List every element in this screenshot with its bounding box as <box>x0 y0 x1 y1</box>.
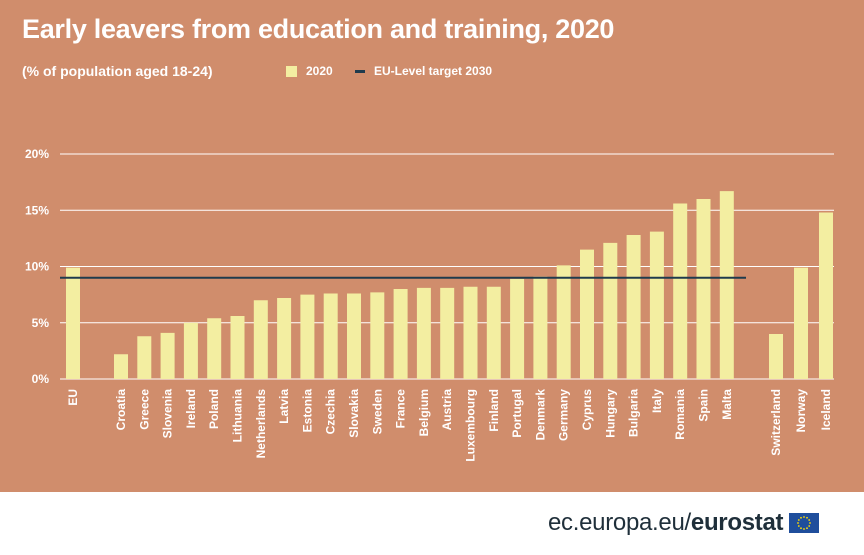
chart-title: Early leavers from education and trainin… <box>22 14 615 44</box>
bar-germany <box>556 265 571 379</box>
x-tick-label: Greece <box>137 389 151 430</box>
bar-iceland <box>819 212 833 379</box>
bar-latvia <box>277 298 292 379</box>
x-tick-label: Finland <box>487 389 501 432</box>
chart-panel: Early leavers from education and trainin… <box>0 0 864 492</box>
x-tick-label: Netherlands <box>254 389 268 459</box>
footer-logo: ec.europa.eu/eurostat <box>548 509 820 537</box>
y-tick-label: 15% <box>25 203 49 217</box>
y-tick-label: 10% <box>25 260 49 274</box>
bar-norway <box>794 267 808 379</box>
bar-romania <box>673 203 688 379</box>
flag-star <box>806 516 809 519</box>
bar-france <box>393 289 408 379</box>
flag-star <box>800 527 803 530</box>
flag-star <box>797 522 800 524</box>
bar-sweden <box>370 292 385 379</box>
x-tick-label: Spain <box>697 389 711 422</box>
bar-czechia <box>323 293 338 379</box>
bar-malta <box>719 191 734 379</box>
bar-bulgaria <box>626 235 641 379</box>
x-tick-label: Iceland <box>819 389 833 430</box>
x-tick-label: Slovakia <box>347 389 361 438</box>
flag-star <box>800 516 803 519</box>
x-tick-label: Estonia <box>300 389 314 433</box>
bar-portugal <box>510 278 525 379</box>
x-tick-label: Luxembourg <box>464 389 478 462</box>
bar-slovenia <box>160 332 175 379</box>
x-tick-label: Latvia <box>277 389 291 424</box>
x-tick-label: Romania <box>673 389 687 440</box>
x-tick-label: EU <box>66 389 80 406</box>
bar-croatia <box>114 354 128 379</box>
x-tick-label: Slovenia <box>161 389 175 439</box>
legend-label-2020: 2020 <box>306 64 333 78</box>
x-tick-label: France <box>394 389 408 429</box>
flag-star <box>803 516 806 518</box>
x-tick-label: Switzerland <box>769 389 783 456</box>
bar-poland <box>207 318 222 379</box>
bar-greece <box>137 336 152 379</box>
x-tick-label: Italy <box>650 389 664 413</box>
bar-cyprus <box>580 249 594 379</box>
x-tick-label: Belgium <box>417 389 431 436</box>
flag-star <box>808 519 811 521</box>
eu-flag-icon <box>789 513 820 533</box>
x-tick-label: Germany <box>557 389 571 441</box>
flag-star <box>798 519 800 521</box>
flag-star <box>809 522 812 524</box>
bar-chart: 0% 5% 10% 15% 20% EU Croatia Greece Slovenia Irel… <box>25 147 834 462</box>
y-tick-label: 5% <box>32 316 50 330</box>
bar-switzerland <box>769 334 783 379</box>
flag-star <box>803 528 806 530</box>
bar-eu <box>66 267 80 379</box>
x-tick-label: Ireland <box>184 389 198 428</box>
bar-austria <box>440 287 455 379</box>
y-tick-label: 0% <box>32 372 50 386</box>
bar-belgium <box>416 287 431 379</box>
bar-ireland <box>183 322 198 379</box>
flag-star <box>806 527 809 530</box>
x-tick-label: Denmark <box>533 389 547 441</box>
footer-url: ec.europa.eu/ <box>548 509 691 536</box>
flag-star <box>798 525 800 527</box>
x-tick-label: Austria <box>440 389 454 431</box>
bar-italy <box>649 231 664 379</box>
x-tick-label: Bulgaria <box>627 389 641 437</box>
flag-star <box>808 525 811 527</box>
bar-netherlands <box>253 300 268 379</box>
bar-finland <box>486 286 501 379</box>
bar-spain <box>696 199 711 379</box>
x-tick-label: Portugal <box>510 389 524 438</box>
x-tick-label: Czechia <box>324 389 338 435</box>
legend-label-target: EU-Level target 2030 <box>374 64 493 78</box>
x-tick-label: Malta <box>720 389 734 420</box>
x-tick-label: Hungary <box>603 389 617 438</box>
x-tick-label: Poland <box>207 389 221 429</box>
x-tick-label: Sweden <box>370 389 384 434</box>
x-tick-label: Cyprus <box>580 389 594 431</box>
x-tick-label: Lithuania <box>231 389 245 443</box>
legend-item-target: EU-Level target 2030 <box>355 64 492 78</box>
bar-luxembourg <box>463 286 478 379</box>
bar-hungary <box>603 242 618 379</box>
footer-brand: eurostat <box>690 509 784 536</box>
bar-slovakia <box>347 293 361 379</box>
y-tick-label: 20% <box>25 147 49 161</box>
legend-item-2020: 2020 <box>286 64 333 78</box>
legend-swatch-line <box>355 69 365 73</box>
chart-subtitle: (% of population aged 18-24) <box>22 63 213 79</box>
bar-lithuania <box>230 316 245 379</box>
x-tick-label: Croatia <box>114 389 128 431</box>
bar-denmark <box>533 276 548 379</box>
bar-estonia <box>300 294 315 379</box>
x-tick-label: Norway <box>794 389 808 433</box>
legend-swatch-bar <box>286 65 297 77</box>
